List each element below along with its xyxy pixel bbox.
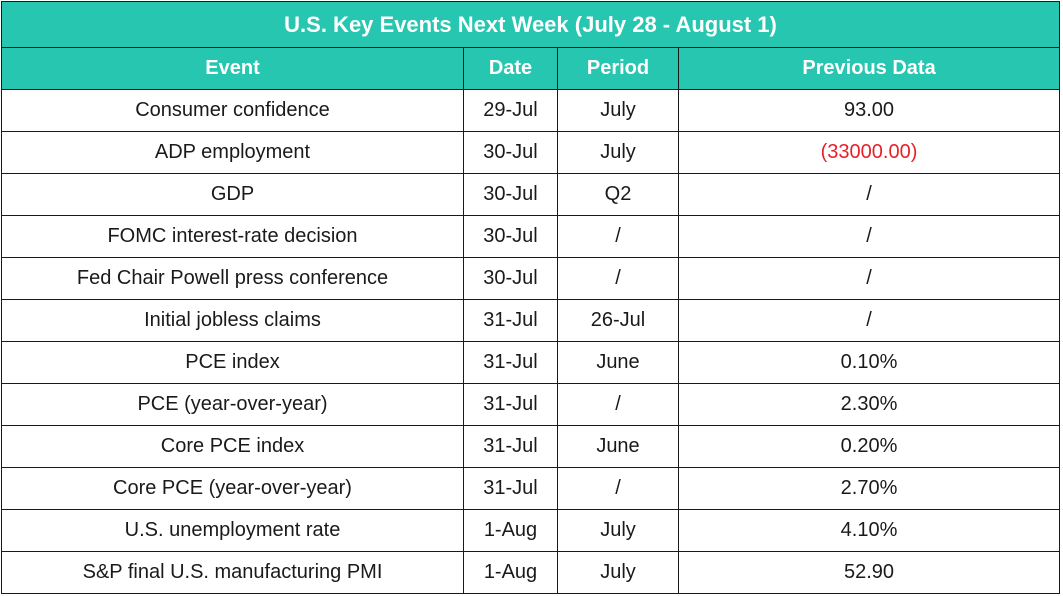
table-row: GDP 30-Jul Q2 /: [1, 173, 1061, 216]
cell-period: /: [557, 467, 679, 510]
cell-date: 29-Jul: [463, 89, 558, 132]
cell-previous-negative: (33000.00): [677, 131, 1061, 174]
header-date: Date: [463, 47, 558, 90]
table-row: PCE index 31-Jul June 0.10%: [1, 341, 1061, 384]
cell-date: 30-Jul: [463, 257, 558, 300]
cell-event: PCE (year-over-year): [1, 383, 464, 426]
cell-event: Core PCE index: [1, 425, 464, 468]
cell-event: Initial jobless claims: [1, 299, 464, 342]
table-row: S&P final U.S. manufacturing PMI 1-Aug J…: [1, 551, 1061, 594]
cell-date: 31-Jul: [463, 299, 558, 342]
cell-event: S&P final U.S. manufacturing PMI: [1, 551, 464, 594]
cell-event: Fed Chair Powell press conference: [1, 257, 464, 300]
cell-date: 30-Jul: [463, 173, 558, 216]
cell-event: Consumer confidence: [1, 89, 464, 132]
cell-previous: /: [677, 299, 1061, 342]
cell-previous: /: [677, 215, 1061, 258]
table-row: Consumer confidence 29-Jul July 93.00: [1, 89, 1061, 132]
cell-period: /: [557, 257, 679, 300]
cell-previous: 93.00: [677, 89, 1061, 132]
header-previous-data: Previous Data: [677, 47, 1061, 90]
cell-date: 1-Aug: [463, 551, 558, 594]
cell-previous: 52.90: [677, 551, 1061, 594]
title-row: U.S. Key Events Next Week (July 28 - Aug…: [0, 1, 1061, 48]
cell-date: 1-Aug: [463, 509, 558, 552]
cell-period: /: [557, 383, 679, 426]
cell-event: Core PCE (year-over-year): [1, 467, 464, 510]
cell-event: PCE index: [1, 341, 464, 384]
table-row: Core PCE (year-over-year) 31-Jul / 2.70%: [1, 467, 1061, 510]
cell-previous: 0.20%: [677, 425, 1061, 468]
cell-period: Q2: [557, 173, 679, 216]
table-row: ADP employment 30-Jul July (33000.00): [1, 131, 1061, 174]
cell-date: 31-Jul: [463, 341, 558, 384]
header-row: Event Date Period Previous Data: [1, 47, 1061, 90]
table-row: Fed Chair Powell press conference 30-Jul…: [1, 257, 1061, 300]
cell-event: ADP employment: [1, 131, 464, 174]
cell-event: FOMC interest-rate decision: [1, 215, 464, 258]
cell-previous: 2.30%: [677, 383, 1061, 426]
cell-date: 30-Jul: [463, 131, 558, 174]
table-row: Initial jobless claims 31-Jul 26-Jul /: [1, 299, 1061, 342]
cell-period: June: [557, 341, 679, 384]
cell-event: GDP: [1, 173, 464, 216]
cell-date: 31-Jul: [463, 383, 558, 426]
cell-date: 31-Jul: [463, 467, 558, 510]
cell-period: July: [557, 551, 679, 594]
cell-previous: 4.10%: [677, 509, 1061, 552]
table-row: U.S. unemployment rate 1-Aug July 4.10%: [1, 509, 1061, 552]
cell-previous: /: [677, 257, 1061, 300]
cell-date: 31-Jul: [463, 425, 558, 468]
cell-previous: /: [677, 173, 1061, 216]
cell-period: July: [557, 509, 679, 552]
table-title: U.S. Key Events Next Week (July 28 - Aug…: [0, 1, 1061, 48]
cell-event: U.S. unemployment rate: [1, 509, 464, 552]
cell-date: 30-Jul: [463, 215, 558, 258]
header-event: Event: [1, 47, 464, 90]
cell-previous: 2.70%: [677, 467, 1061, 510]
cell-period: June: [557, 425, 679, 468]
table-row: FOMC interest-rate decision 30-Jul / /: [1, 215, 1061, 258]
cell-period: /: [557, 215, 679, 258]
table-row: Core PCE index 31-Jul June 0.20%: [1, 425, 1061, 468]
cell-previous: 0.10%: [677, 341, 1061, 384]
cell-period: July: [557, 131, 679, 174]
cell-period: 26-Jul: [557, 299, 679, 342]
header-period: Period: [557, 47, 679, 90]
cell-period: July: [557, 89, 679, 132]
table-row: PCE (year-over-year) 31-Jul / 2.30%: [1, 383, 1061, 426]
